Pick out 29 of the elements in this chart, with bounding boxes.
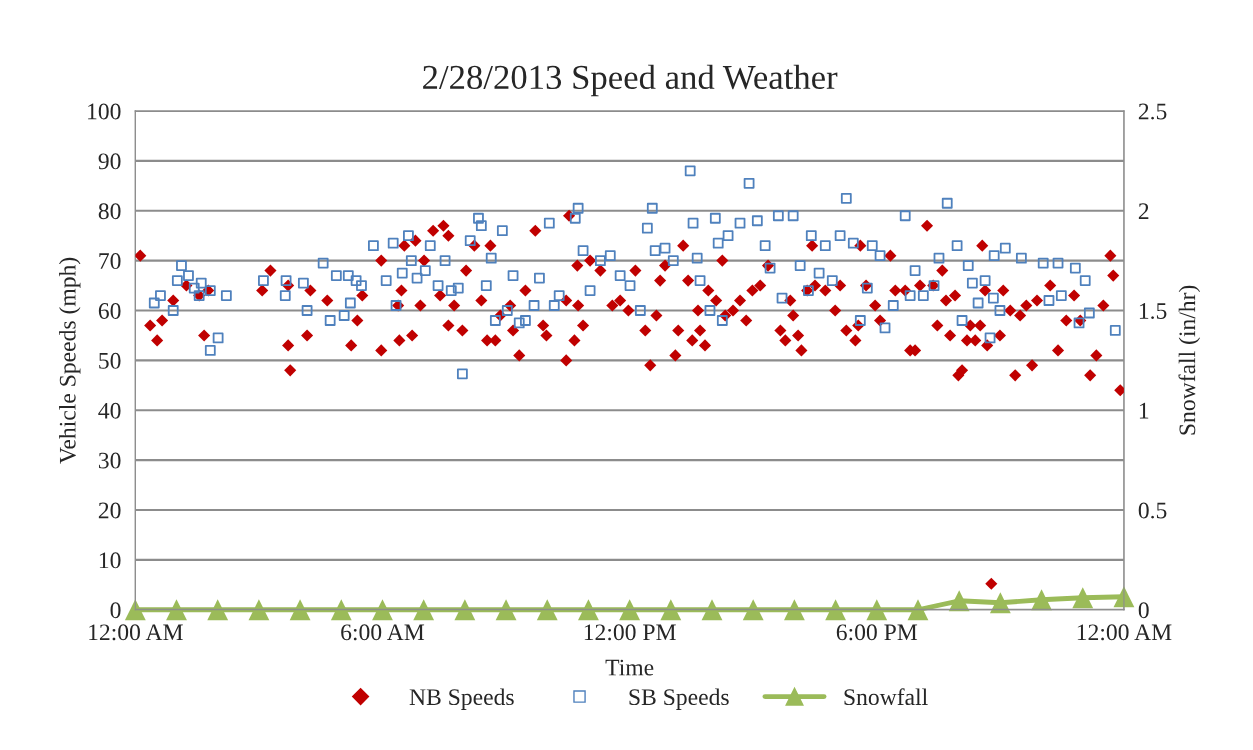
x-tick-label: 6:00 PM <box>836 624 918 641</box>
y2-axis-title: Snowfall (in/hr) <box>1178 285 1201 435</box>
y2-tick-label: 1 <box>1139 402 1149 419</box>
y2-tick-label: 0 <box>1138 602 1149 619</box>
y-tick-label: 70 <box>99 253 121 270</box>
x-tick-label: 12:00 PM <box>584 624 676 641</box>
x-tick-label: 12:00 AM <box>89 624 183 641</box>
x-tick-label: 6:00 AM <box>341 624 425 641</box>
x-axis-title: Time <box>605 659 654 676</box>
x-tick-label: 12:00 AM <box>1077 624 1172 641</box>
y2-tick-label: 2 <box>1138 203 1149 219</box>
y2-tick-label: 2.5 <box>1138 103 1167 120</box>
y-tick-label: 80 <box>98 203 121 220</box>
y2-tick-label: 0.5 <box>1138 502 1167 519</box>
y-tick-label: 60 <box>98 302 121 319</box>
y-tick-label: 40 <box>98 402 121 419</box>
y-tick-label: 30 <box>98 452 121 469</box>
y-tick-label: 50 <box>99 352 121 369</box>
legend-label: SB Speeds <box>629 688 729 710</box>
y-tick-label: 100 <box>88 103 121 120</box>
chart-title: 2/28/2013 Speed and Weather <box>423 64 838 97</box>
y-tick-label: 90 <box>98 153 121 170</box>
y-tick-label: 20 <box>98 502 121 519</box>
y-tick-label: 10 <box>99 552 121 569</box>
legend-label: Snowfall <box>844 688 928 706</box>
y2-tick-label: 1.5 <box>1139 303 1167 320</box>
y-tick-label: 0 <box>110 602 121 619</box>
legend-label: NB Speeds <box>409 688 514 710</box>
y-axis-title: Vehicle Speeds (mph) <box>59 257 81 464</box>
